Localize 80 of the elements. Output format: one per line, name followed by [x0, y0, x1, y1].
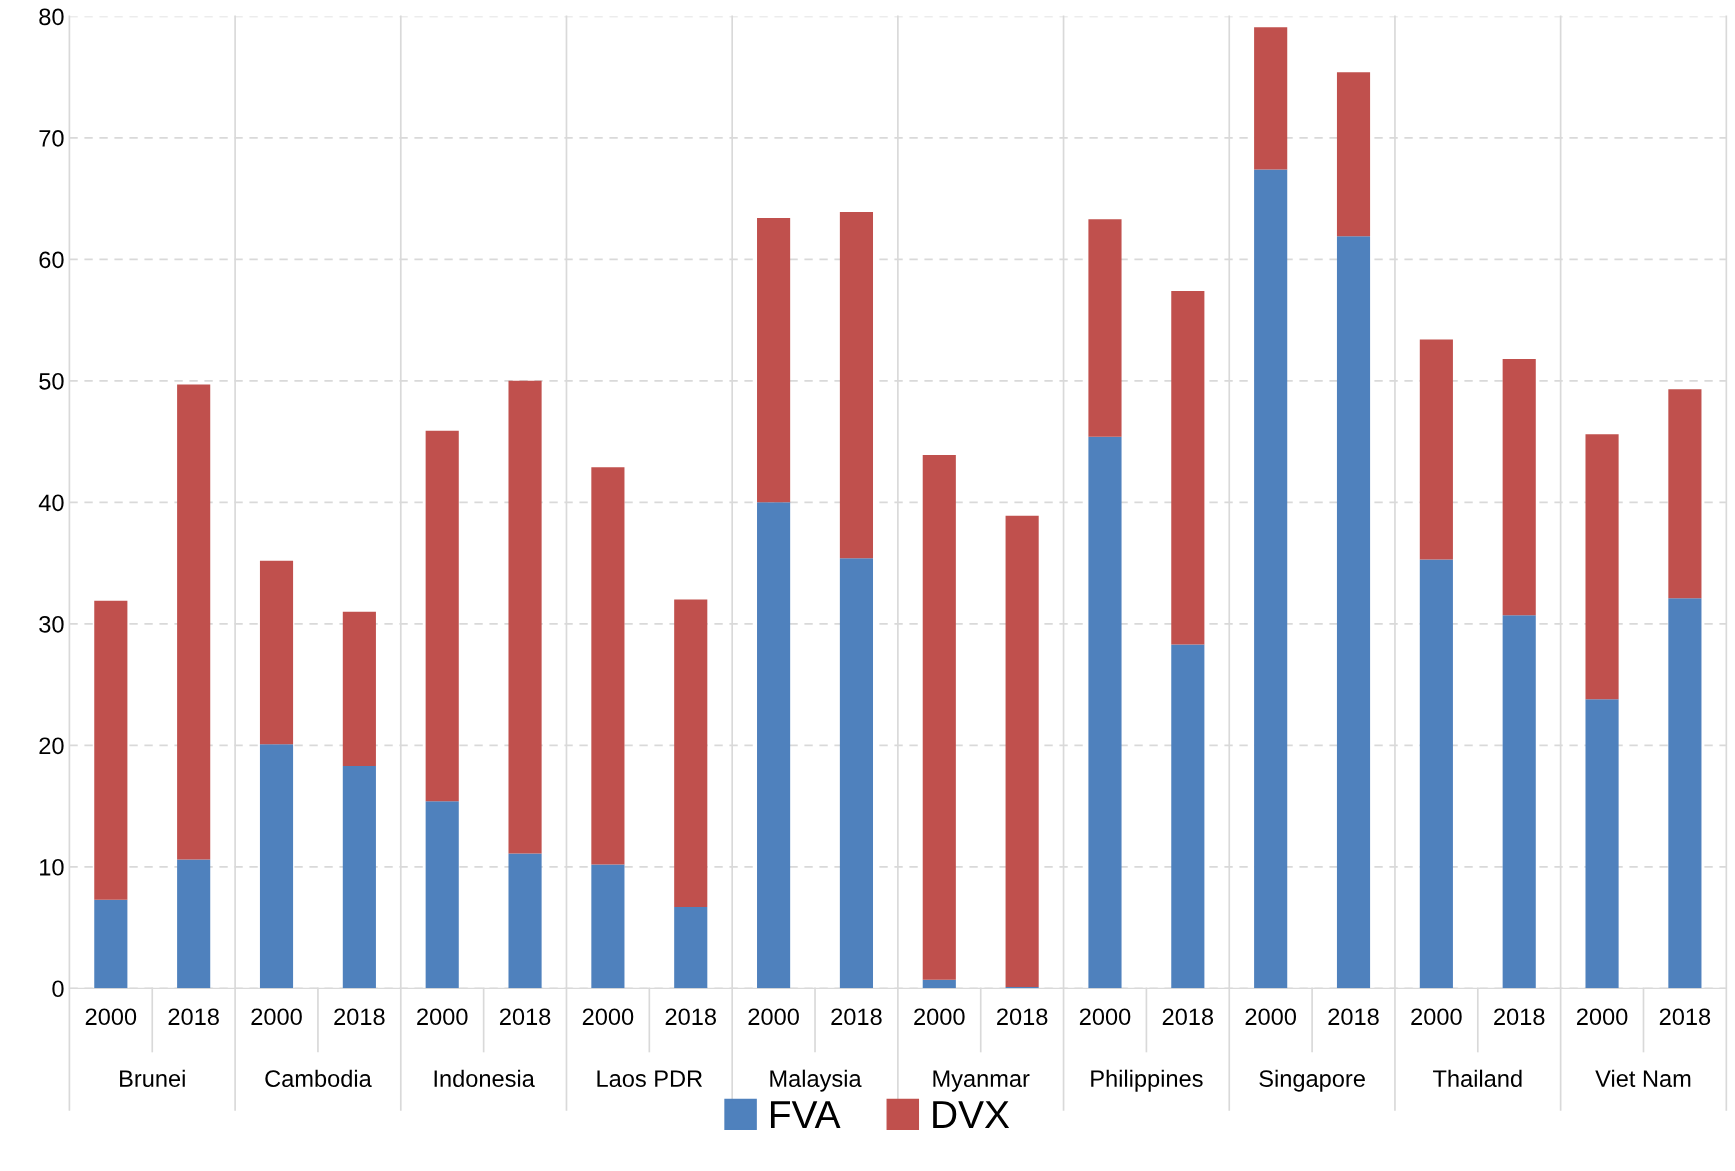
bar: [508, 853, 542, 989]
x-tick-label: 2018: [1494, 1008, 1545, 1026]
bar: [1254, 27, 1288, 170]
x-tick-label: 2000: [417, 1008, 468, 1026]
bar: [1254, 169, 1288, 989]
x-tick-label: 2000: [1245, 1008, 1297, 1026]
x-tick-label: 2000: [251, 1008, 302, 1026]
bar: [757, 218, 791, 503]
bar: [1668, 389, 1702, 599]
text: Brunei: [120, 1069, 185, 1087]
x-tick-label: 2000: [582, 1008, 634, 1026]
bar: [259, 560, 294, 745]
bar: [342, 766, 376, 989]
x-tick-label: 2018: [665, 1008, 716, 1026]
bar: [1585, 699, 1619, 989]
x-tick-label: 2000: [914, 1008, 965, 1026]
legend-label: DVX: [933, 1101, 1010, 1128]
bar: [922, 979, 956, 989]
text: Singapore: [1259, 1069, 1365, 1092]
bar: [1419, 339, 1453, 560]
x-tick-label: 2018: [334, 1008, 385, 1026]
y-tick-label: 70: [39, 129, 64, 147]
bar: [591, 864, 625, 989]
y-tick-label: 50: [39, 372, 64, 390]
x-tick-label: 2000: [748, 1008, 799, 1026]
text: Myanmar: [933, 1070, 1030, 1092]
x-tick-label: 2018: [1328, 1008, 1379, 1026]
bar: [177, 384, 211, 860]
bar: [1171, 290, 1205, 645]
y-tick-label: 60: [39, 251, 64, 269]
bar: [922, 454, 956, 980]
bar: [1336, 72, 1371, 237]
bar: [674, 906, 708, 989]
text: Philippines: [1091, 1069, 1203, 1092]
x-tick-label: 2000: [1411, 1008, 1462, 1026]
bar: [1088, 219, 1122, 437]
y-tick-label: 20: [39, 737, 64, 755]
bar: [94, 600, 128, 900]
x-tick-label: 2018: [831, 1008, 882, 1026]
x-tick-label: 2018: [168, 1008, 219, 1026]
x-tick-label: 2018: [997, 1008, 1048, 1026]
bar: [342, 611, 376, 766]
bar: [1171, 644, 1205, 989]
y-tick-label: 40: [38, 494, 64, 512]
bar: [1419, 559, 1453, 989]
x-tick-label: 2018: [1162, 1008, 1214, 1026]
bar: [508, 380, 542, 854]
bar: [1088, 436, 1122, 989]
x-tick-label: 2000: [1576, 1008, 1628, 1026]
bar: [757, 502, 791, 989]
x-tick-label: 2018: [1659, 1008, 1711, 1026]
bar: [1336, 236, 1371, 989]
bar: [839, 558, 874, 989]
x-tick-label: 2000: [1079, 1008, 1131, 1026]
bar: [425, 430, 459, 802]
x-tick-label: 2000: [85, 1008, 137, 1026]
y-tick-label: 0: [52, 980, 64, 998]
bar: [94, 899, 128, 989]
y-tick-label: 80: [39, 8, 64, 26]
x-tick-label: 2018: [499, 1008, 551, 1026]
bar: [839, 211, 874, 559]
text: Laos PDR: [597, 1070, 703, 1087]
text: Viet Nam: [1595, 1069, 1691, 1087]
legend-label: FVA: [770, 1101, 841, 1128]
text: Cambodia: [265, 1069, 372, 1087]
bar: [177, 859, 211, 989]
y-tick-label: 30: [39, 615, 64, 633]
bar: [1502, 359, 1536, 616]
bar: [674, 599, 708, 907]
bar: [591, 467, 625, 865]
y-tick-label: 10: [40, 858, 64, 876]
text: Malaysia: [770, 1069, 862, 1092]
text: Indonesia: [434, 1069, 535, 1087]
bar: [1005, 515, 1039, 988]
text: Thailand: [1433, 1069, 1522, 1087]
bar: [259, 744, 294, 989]
bar: [425, 801, 459, 989]
bar: [1668, 598, 1702, 989]
bar: [1585, 434, 1619, 700]
bar: [1502, 615, 1536, 989]
